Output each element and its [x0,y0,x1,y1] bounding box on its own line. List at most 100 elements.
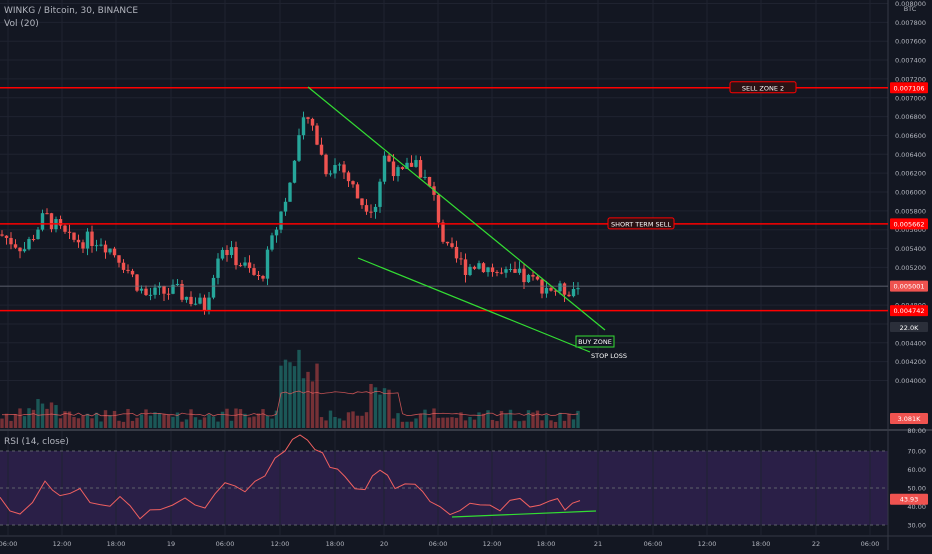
volume-bar [45,408,49,428]
volume-bar [162,414,166,428]
candle [436,194,441,223]
candle [364,205,369,212]
candle [274,229,279,236]
candle [477,263,481,269]
price-axis-tick: 0.006400 [895,151,926,159]
candle [108,248,112,253]
candle [418,160,423,178]
candle [324,154,328,175]
volume-bar [193,417,198,428]
candle [504,269,508,273]
volume-bar [324,420,328,428]
volume-bar [144,409,148,428]
volume-bar [180,421,184,428]
candle [4,235,9,238]
candle [148,294,153,296]
volume-bar [504,413,508,428]
candle [571,288,576,297]
time-axis-tick: 18:00 [537,540,556,548]
candle [463,259,468,275]
price-axis-tick: 0.006200 [895,170,926,178]
time-axis-tick: 12:00 [271,540,290,548]
candle [247,262,252,269]
volume-bar [85,413,90,428]
candle [162,286,166,294]
candle [409,162,414,167]
volume-bar [283,359,288,428]
volume-bar [202,417,207,428]
rsi-axis-tick: 40.00 [907,503,926,511]
volume-bar [301,378,306,428]
price-axis-tick: 0.007400 [895,57,926,65]
candle [180,283,184,300]
volume-bar [337,418,342,428]
volume-bar [396,413,400,428]
volume-bar [171,416,175,428]
candle [76,239,81,243]
volume-bar [279,365,283,428]
volume-bar [13,414,18,428]
candle [202,297,207,311]
volume-bar [544,414,549,428]
volume-bar [148,415,153,428]
candle [117,255,121,263]
price-axis-tick: 0.007600 [895,38,926,46]
candle [499,272,504,274]
volume-bar [342,420,346,428]
candle [315,125,319,145]
volume-bar [135,417,139,428]
price-axis-tick: 0.007000 [895,94,926,102]
volume-bar [549,420,553,428]
candle [0,234,4,236]
volume-bar [207,414,211,428]
volume-bar [99,421,103,428]
time-axis-tick: 12:00 [698,540,717,548]
candle [360,198,364,206]
time-axis-tick: 06:00 [861,540,880,548]
candle [576,288,580,290]
volume-bar [526,410,531,428]
volume-bar [495,421,499,428]
volume-bar [391,418,396,428]
volume-bar [472,419,477,428]
candle [382,155,387,182]
candle [243,262,247,266]
candle [18,247,22,252]
volume-bar [499,410,504,428]
candle [450,243,454,247]
candle [36,229,40,240]
volume-bar [126,408,130,428]
volume-bar [508,409,513,428]
volume-bar [463,420,468,428]
volume-bar [54,405,58,428]
volume-bar [103,410,108,428]
candle [211,277,216,298]
candle [310,118,315,126]
volume-bar [333,416,337,428]
volume-bar [306,371,310,428]
candle [13,244,18,248]
candle [40,213,45,230]
volume-bar [360,415,364,428]
price-axis-currency: BTC [904,5,917,13]
price-axis-tick: 0.004000 [895,377,926,385]
volume-bar [432,408,436,428]
volume-bar [76,418,81,428]
candle [193,303,198,305]
volume-bar [400,421,405,428]
time-axis-tick: 12:00 [53,540,72,548]
volume-bar [234,408,238,428]
volume-bar [535,410,540,428]
rsi-axis-tick: 70.00 [907,448,926,456]
candle [184,296,189,300]
candle [531,274,535,277]
svg-text:22.0K: 22.0K [900,324,919,332]
time-axis-tick: 21 [594,540,602,548]
rsi-axis-tick: 30.00 [907,522,926,530]
svg-text:0.005662: 0.005662 [893,220,924,228]
price-axis-tick: 0.007800 [895,19,926,27]
volume-bar [409,421,414,428]
volume-bar [387,389,391,428]
